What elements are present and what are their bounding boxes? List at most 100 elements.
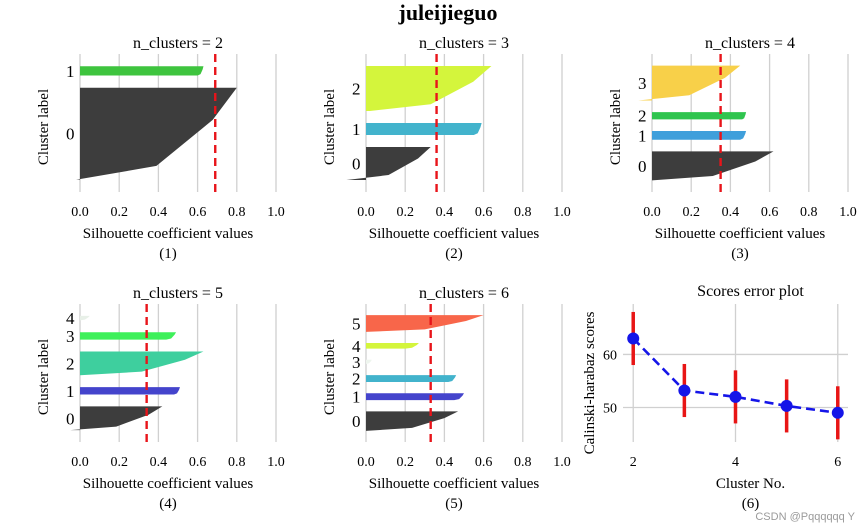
cluster-label: 2 [638,107,647,126]
y-tick-label: 60 [603,348,617,363]
cluster-label: 3 [352,353,361,372]
panel-title: Scores error plot [697,283,804,300]
x-tick-label: 1.0 [267,455,285,470]
x-tick-label: 0.6 [189,455,207,470]
score-point [831,406,844,419]
silhouette-cluster-3 [366,359,372,364]
x-tick-label: 0.2 [396,455,414,470]
score-point [678,384,691,397]
panel-title: n_clusters = 2 [133,35,223,52]
x-axis-label: Silhouette coefficient values [369,476,540,492]
x-tick-label: 1.0 [839,205,857,220]
panel-title: n_clusters = 6 [419,285,509,302]
y-axis-label: Cluster label [36,89,52,165]
score-point [627,332,640,345]
silhouette-cluster-0 [652,151,774,181]
x-tick-label: 0.0 [643,205,661,220]
cluster-label: 3 [638,74,647,93]
cluster-label: 0 [66,409,75,428]
cluster-label: 1 [638,126,647,145]
silhouette-cluster-1 [80,387,180,395]
x-tick-label: 0.4 [150,205,168,220]
panel-caption: (6) [742,496,760,512]
x-tick-label: 0.8 [514,455,532,470]
silhouette-cluster-1 [652,130,747,140]
x-axis-label: Cluster No. [716,476,785,492]
x-tick-label: 0.6 [761,205,779,220]
silhouette-cluster-0 [366,411,459,431]
x-tick-label: 6 [834,455,841,470]
x-axis-label: Silhouette coefficient values [83,476,254,492]
x-axis-label: Silhouette coefficient values [83,226,254,242]
cluster-label: 2 [352,370,361,389]
x-tick-label: 0.8 [800,205,818,220]
silhouette-cluster-0 [76,87,237,180]
x-tick-label: 0.2 [682,205,700,220]
silhouette-cluster-2 [80,351,204,376]
cluster-label: 2 [352,80,361,99]
x-tick-label: 0.2 [110,455,128,470]
silhouette-cluster-0 [70,406,163,431]
x-tick-label: 0.6 [189,205,207,220]
x-tick-label: 4 [732,455,739,470]
y-axis-label: Calinski-harabaz scores [582,311,598,454]
silhouette-cluster-1 [80,66,204,76]
panel-caption: (4) [159,496,177,512]
cluster-label: 0 [352,155,361,174]
silhouette-cluster-2 [652,112,747,120]
x-tick-label: 0.8 [228,455,246,470]
panel-caption: (5) [445,496,463,512]
x-tick-label: 1.0 [553,455,571,470]
y-axis-label: Cluster label [322,89,338,165]
x-tick-label: 0.2 [396,205,414,220]
silhouette-cluster-5 [366,315,484,332]
x-tick-label: 1.0 [267,205,285,220]
x-tick-label: 1.0 [553,205,571,220]
silhouette-cluster-2 [366,375,457,383]
panel-caption: (2) [445,246,463,262]
silhouette-cluster-2 [366,66,492,111]
cluster-label: 2 [66,354,75,373]
x-tick-label: 0.0 [71,205,89,220]
silhouette-cluster-1 [366,123,482,135]
cluster-label: 0 [638,157,647,176]
cluster-label: 5 [352,315,361,334]
y-axis-label: Cluster label [322,339,338,415]
panel-caption: (1) [159,246,177,262]
x-tick-label: 0.6 [475,205,493,220]
silhouette-cluster-0 [346,147,431,180]
x-tick-label: 0.6 [475,455,493,470]
panel-2: 0.0 0.2 0.4 0.6 0.8 1.0 0 1 2 n_clusters = 3 Silho… [322,35,571,262]
panel-title: n_clusters = 5 [133,285,223,302]
y-tick-label: 50 [603,402,617,417]
x-tick-label: 0.0 [357,455,375,470]
cluster-label: 0 [66,125,75,144]
score-line [632,337,838,415]
silhouette-cluster-4 [366,343,419,349]
x-tick-label: 0.4 [150,455,168,470]
x-axis-label: Silhouette coefficient values [655,226,826,242]
cluster-label: 1 [66,62,75,81]
x-tick-label: 0.4 [722,205,740,220]
cluster-label: 3 [66,327,75,346]
score-point [780,399,793,412]
silhouette-cluster-3 [638,65,741,101]
x-axis-label: Silhouette coefficient values [369,226,540,242]
silhouette-cluster-1 [366,393,464,401]
panel-caption: (3) [731,246,749,262]
cluster-label: 4 [352,337,361,356]
panel-1: 0.0 0.2 0.4 0.6 0.8 1.0 0 1 n_clusters = 2 Silhou… [36,35,285,262]
score-point [729,390,742,403]
y-axis-label: Cluster label [36,339,52,415]
x-tick-label: 0.2 [110,205,128,220]
x-tick-label: 0.8 [514,205,532,220]
x-tick-label: 0.8 [228,205,246,220]
x-tick-label: 0.4 [436,205,454,220]
cluster-label: 1 [66,382,75,401]
panel-4: 0.0 0.2 0.4 0.6 0.8 1.0 0 1 2 34 n_clusters = 5 Sil… [36,285,285,512]
panel-6: 2 4 6 50 60 Scores error plot Cluster No. (6) Ca… [582,283,848,512]
cluster-label: 0 [352,412,361,431]
cluster-label: 4 [66,309,75,328]
x-tick-label: 0.0 [357,205,375,220]
